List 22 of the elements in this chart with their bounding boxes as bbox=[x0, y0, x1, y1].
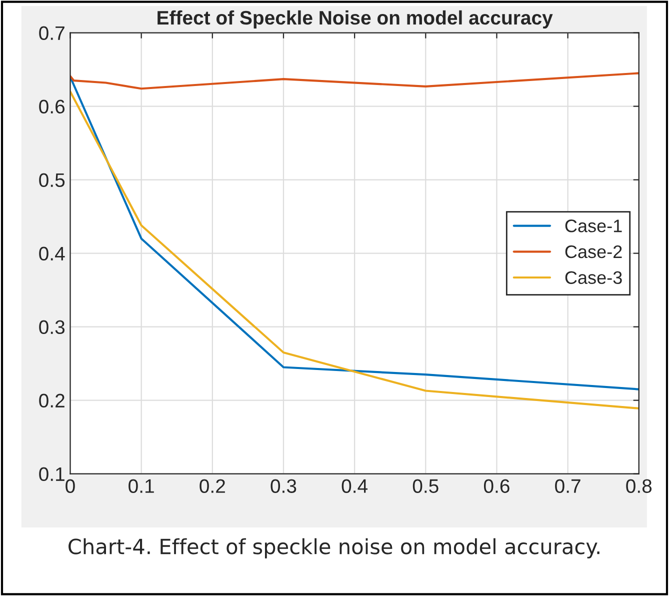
y-tick-label: 0.5 bbox=[39, 173, 65, 188]
x-tick-label: 0.5 bbox=[412, 479, 438, 493]
legend-label: Case-1 bbox=[565, 220, 622, 232]
x-tick-label: 0.3 bbox=[270, 479, 296, 493]
y-tick-label: 0.6 bbox=[39, 100, 65, 114]
x-tick-label: 0.6 bbox=[484, 479, 510, 493]
y-tick-label: 0.3 bbox=[39, 320, 65, 334]
y-tick-label: 0.1 bbox=[39, 467, 64, 482]
x-tick-label: 0.1 bbox=[128, 479, 154, 493]
x-tick-label: 0 bbox=[66, 479, 75, 493]
x-tick-label: 0.2 bbox=[200, 479, 225, 493]
line-series bbox=[70, 72, 639, 90]
x-tick-label: 0.7 bbox=[555, 479, 580, 493]
chart-title: Effect of Speckle Noise on model accuracy bbox=[158, 10, 553, 28]
text: Chart-4. Effect of speckle noise on model accuracy. bbox=[68, 538, 600, 558]
y-tick-label: 0.4 bbox=[39, 246, 65, 261]
x-tick-label: 0.4 bbox=[342, 479, 368, 493]
legend-label: Case-2 bbox=[565, 245, 622, 258]
x-tick-label: 0.8 bbox=[626, 479, 652, 493]
y-tick-label: 0.7 bbox=[39, 26, 64, 40]
legend-label: Case-3 bbox=[565, 271, 622, 284]
y-tick-label: 0.2 bbox=[39, 394, 64, 408]
